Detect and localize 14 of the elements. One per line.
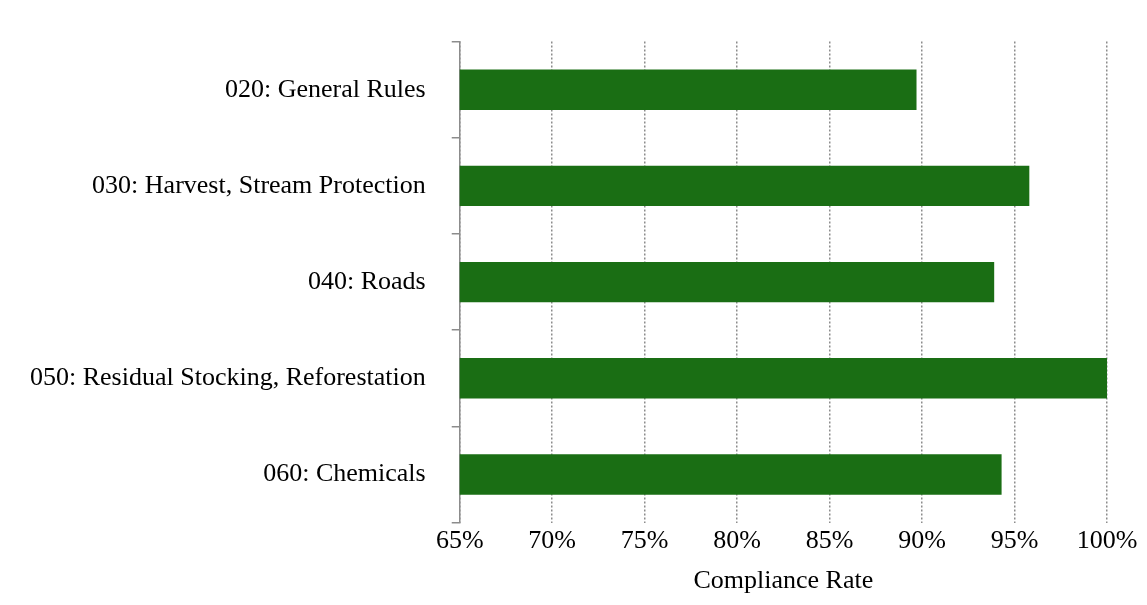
- y-tick-label: 020: General Rules: [224, 73, 426, 103]
- x-tick-label: 100%: [1076, 525, 1138, 555]
- y-tick-label: 040: Roads: [307, 265, 426, 295]
- x-axis-title: Compliance Rate: [693, 565, 874, 595]
- x-tick-label: 70%: [528, 525, 577, 555]
- y-tick-label: 060: Chemicals: [263, 458, 426, 488]
- x-tick-label: 85%: [805, 525, 854, 555]
- x-tick-label: 80%: [713, 525, 761, 555]
- y-tick-label: 050: Residual Stocking, Reforestation: [29, 362, 426, 392]
- x-tick-label: 65%: [435, 525, 484, 555]
- x-tick-label: 90%: [898, 525, 946, 555]
- x-tick-label: 75%: [620, 525, 669, 555]
- x-tick-label: 95%: [990, 525, 1039, 555]
- y-tick-label: 030: Harvest, Stream Protection: [92, 169, 426, 199]
